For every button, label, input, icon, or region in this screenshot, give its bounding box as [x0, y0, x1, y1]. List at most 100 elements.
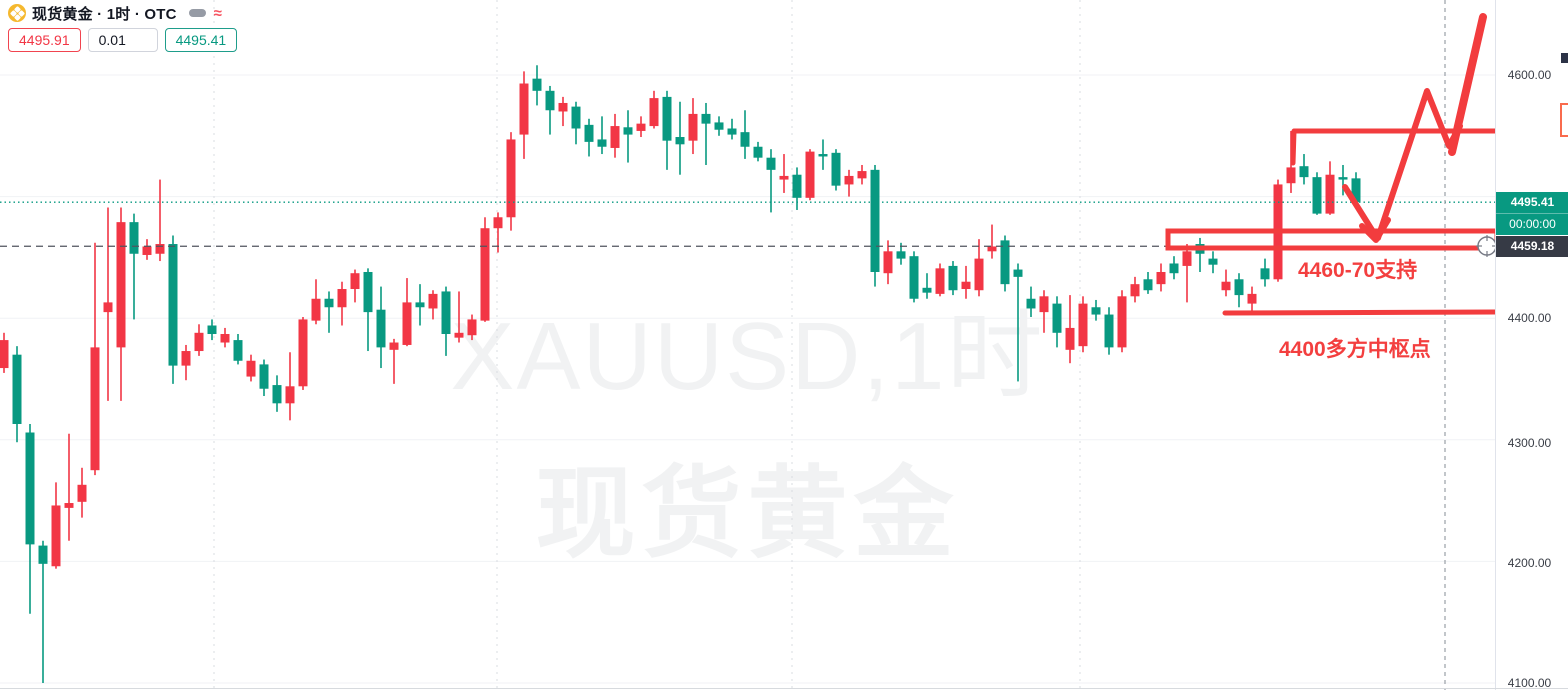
candle-down[interactable]	[1156, 271, 1166, 285]
candle-up[interactable]	[1299, 166, 1309, 178]
candle-down[interactable]	[194, 332, 204, 352]
candle-up[interactable]	[792, 174, 802, 198]
candle-up[interactable]	[597, 139, 607, 147]
candle-up[interactable]	[753, 146, 763, 158]
candle-down[interactable]	[688, 113, 698, 141]
candle-down[interactable]	[1247, 293, 1257, 304]
candle-down[interactable]	[519, 83, 529, 135]
candle-up[interactable]	[571, 106, 581, 129]
candle-up[interactable]	[675, 137, 685, 145]
bid-price-badge[interactable]: 4495.91	[8, 28, 81, 52]
candle-down[interactable]	[402, 302, 412, 345]
candle-up[interactable]	[1026, 298, 1036, 309]
candle-down[interactable]	[454, 332, 464, 338]
candle-down[interactable]	[0, 340, 9, 369]
price-axis[interactable]: 4600.00 4400.00 4300.00 4200.00 4100.00 4495…	[1495, 0, 1568, 690]
pivot-4400-line[interactable]	[1222, 309, 1495, 316]
candle-down[interactable]	[285, 386, 295, 404]
candle-down[interactable]	[987, 246, 997, 252]
candle-up[interactable]	[532, 78, 542, 91]
clipped-toolbar-widget[interactable]	[1561, 53, 1568, 63]
candle-up[interactable]	[259, 364, 269, 389]
candle-down[interactable]	[142, 246, 152, 255]
candle-up[interactable]	[1143, 279, 1153, 291]
candle-down[interactable]	[779, 175, 789, 180]
candle-up[interactable]	[1234, 279, 1244, 296]
candle-up[interactable]	[948, 265, 958, 291]
candle-up[interactable]	[1000, 240, 1010, 285]
candle-up[interactable]	[12, 354, 22, 424]
candle-up[interactable]	[168, 244, 178, 366]
candle-up[interactable]	[870, 169, 880, 272]
candle-up[interactable]	[25, 432, 35, 545]
candle-up[interactable]	[1169, 263, 1179, 274]
candle-down[interactable]	[220, 334, 230, 343]
chart-canvas[interactable]	[0, 0, 1495, 690]
candle-up[interactable]	[272, 385, 282, 404]
candle-down[interactable]	[649, 98, 659, 127]
candle-down[interactable]	[1325, 174, 1335, 214]
candle-down[interactable]	[805, 151, 815, 198]
candle-up[interactable]	[584, 124, 594, 142]
candle-down[interactable]	[1182, 251, 1192, 266]
candle-down[interactable]	[1065, 327, 1075, 350]
candle-down[interactable]	[337, 289, 347, 308]
candle-down[interactable]	[181, 351, 191, 366]
candle-down[interactable]	[1221, 281, 1231, 291]
candle-down[interactable]	[857, 171, 867, 179]
candle-down[interactable]	[1130, 284, 1140, 297]
candle-up[interactable]	[1013, 269, 1023, 277]
support-zone-label[interactable]: 4460-70支持	[1298, 259, 1418, 282]
candle-up[interactable]	[545, 90, 555, 111]
candle-up[interactable]	[740, 132, 750, 147]
candle-down[interactable]	[883, 251, 893, 274]
candle-up[interactable]	[1260, 268, 1270, 280]
candle-down[interactable]	[428, 293, 438, 309]
candle-down[interactable]	[1286, 167, 1296, 184]
candle-up[interactable]	[1312, 177, 1322, 214]
market-status-pill-icon[interactable]	[188, 9, 206, 17]
candle-down[interactable]	[636, 123, 646, 131]
candle-up[interactable]	[701, 113, 711, 124]
candle-down[interactable]	[467, 319, 477, 336]
spread-badge[interactable]: 0.01	[87, 28, 158, 52]
candle-up[interactable]	[441, 291, 451, 335]
candle-down[interactable]	[246, 360, 256, 377]
candle-down[interactable]	[1039, 296, 1049, 313]
candle-up[interactable]	[896, 251, 906, 259]
candle-up[interactable]	[324, 298, 334, 308]
candle-up[interactable]	[922, 287, 932, 293]
candle-down[interactable]	[506, 139, 516, 218]
candle-down[interactable]	[64, 503, 74, 508]
candle-up[interactable]	[1091, 307, 1101, 315]
candle-up[interactable]	[818, 154, 828, 157]
candle-up[interactable]	[129, 222, 139, 254]
candle-up[interactable]	[766, 157, 776, 170]
ask-price-badge[interactable]: 4495.41	[164, 28, 238, 52]
candle-up[interactable]	[1351, 178, 1361, 203]
candle-up[interactable]	[1208, 258, 1218, 265]
zigzag-projection[interactable]	[1375, 88, 1463, 241]
candle-up[interactable]	[363, 271, 373, 313]
candle-up[interactable]	[1104, 314, 1114, 348]
candle-up[interactable]	[376, 309, 386, 348]
candle-up[interactable]	[831, 152, 841, 186]
candle-down[interactable]	[480, 228, 490, 321]
candle-down[interactable]	[77, 484, 87, 502]
clipped-marker-widget[interactable]	[1560, 103, 1568, 137]
candle-up[interactable]	[38, 545, 48, 564]
pullback-arrow[interactable]	[1342, 184, 1380, 241]
candle-down[interactable]	[350, 273, 360, 290]
candle-down[interactable]	[610, 126, 620, 148]
candle-down[interactable]	[493, 217, 503, 229]
symbol-title[interactable]: 现货黄金 · 1时 · OTC	[32, 5, 177, 23]
candle-up[interactable]	[623, 127, 633, 135]
candle-down[interactable]	[116, 222, 126, 348]
candle-down[interactable]	[389, 342, 399, 350]
candle-up[interactable]	[662, 96, 672, 141]
candle-down[interactable]	[51, 505, 61, 567]
candle-down[interactable]	[961, 281, 971, 290]
candle-down[interactable]	[103, 302, 113, 313]
pivot-point-label[interactable]: 4400多方中枢点	[1279, 338, 1431, 361]
candle-down[interactable]	[844, 175, 854, 185]
